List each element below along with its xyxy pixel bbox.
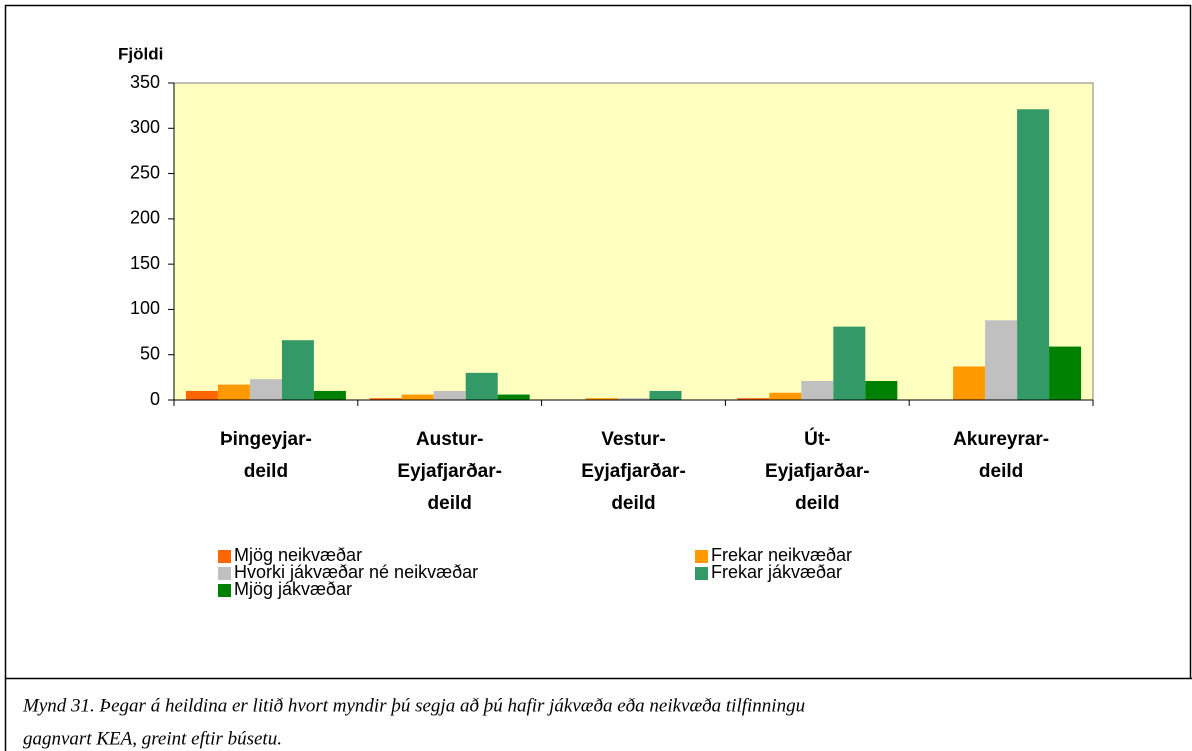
x-tick-label: deild [795,493,839,514]
y-tick-label: 0 [150,389,160,409]
x-tick-label: Út- [804,428,830,450]
bar [369,398,402,400]
bar [313,390,346,400]
y-tick-label: 100 [130,298,160,318]
legend-label: Mjög jákvæðar [234,579,352,599]
legend-label: Frekar neikvæðar [711,545,852,565]
bar [865,380,898,400]
bar [497,394,530,400]
legend-swatch [695,550,708,563]
caption: gagnvart KEA, greint eftir búsetu. [23,728,282,749]
x-tick-label: Eyjafjarðar- [765,461,870,482]
bar [737,398,770,400]
bar [1049,346,1082,400]
x-tick-label: deild [428,493,472,514]
bar [617,398,650,400]
x-tick-label: Þingeyjar- [220,429,312,450]
y-tick-label: 300 [130,117,160,137]
bar [1017,109,1050,400]
bar [401,394,434,400]
bar [769,392,802,400]
legend-swatch [218,567,231,580]
bar [985,320,1018,400]
x-tick-label: Vestur- [601,429,665,450]
y-tick-label: 50 [140,343,160,363]
y-tick-label: 200 [130,208,160,228]
x-tick-label: Akureyrar- [953,429,1049,450]
legend-swatch [695,567,708,580]
x-tick-label: Austur- [416,429,484,450]
bar [465,372,498,400]
legend-label: Frekar jákvæðar [711,562,842,582]
y-tick-label: 350 [130,72,160,92]
bar [217,384,250,400]
legend-swatch [218,550,231,563]
legend-swatch [218,584,231,597]
caption: Mynd 31. Þegar á heildina er litið hvort… [22,695,805,716]
bar [649,390,682,400]
y-tick-label: 250 [130,162,160,182]
bar [585,398,618,400]
bar [801,380,834,400]
frame [4,4,1192,751]
y-axis-label: Fjöldi [118,44,163,63]
x-tick-label: deild [244,461,288,482]
legend-label: Hvorki jákvæðar né neikvæðar [234,562,478,582]
bar [953,366,986,400]
bar [249,379,282,400]
bar [433,390,466,400]
x-tick-label: Eyjafjarðar- [581,461,686,482]
y-tick-label: 150 [130,253,160,273]
x-tick-label: deild [611,493,655,514]
x-tick-label: Eyjafjarðar- [397,461,502,482]
x-tick-label: deild [979,461,1023,482]
bar [833,326,866,400]
bar [185,390,218,400]
legend-label: Mjög neikvæðar [234,545,362,565]
bar [281,340,314,400]
